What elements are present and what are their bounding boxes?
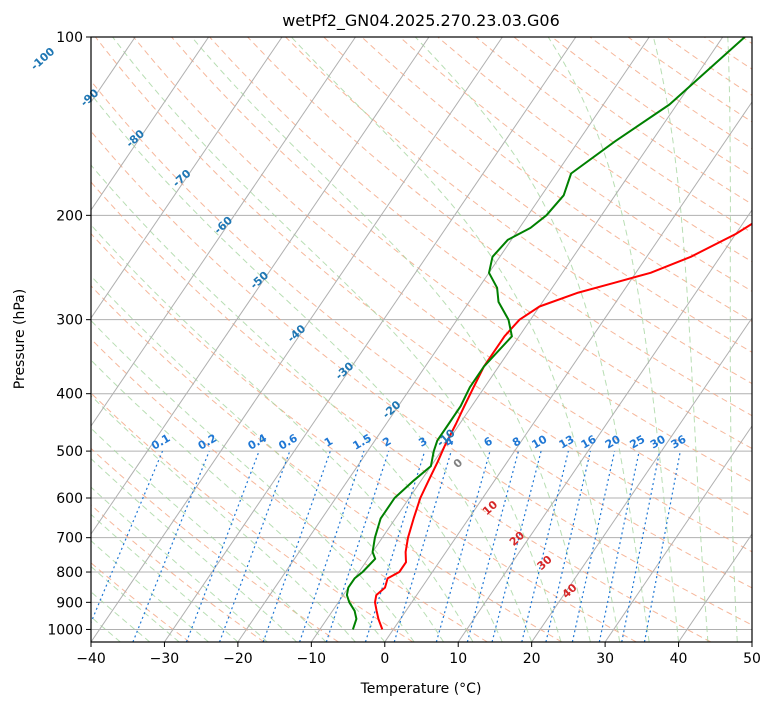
moist-adiabat: [191, 37, 591, 642]
moist-adiabat: [414, 37, 650, 642]
moist-adiabat: [91, 427, 327, 642]
moist-adiabat: [91, 540, 209, 642]
isotherm-line: [237, 37, 650, 642]
plot-frame: [90, 36, 753, 643]
x-tick-label: 0: [380, 651, 389, 667]
y-tick-label: 200: [56, 208, 83, 224]
dry-adiabat: [399, 37, 752, 292]
y-tick-label: 500: [56, 444, 83, 460]
dry-adiabat: [133, 37, 752, 518]
dry-adiabat: [171, 37, 752, 483]
x-tick-label: −10: [297, 651, 327, 667]
mixing-ratio-line: [393, 450, 452, 642]
dry-adiabat: [91, 447, 339, 642]
dewpoint-profile: [345, 37, 746, 630]
mixing-ratio-line: [262, 450, 331, 642]
x-tick-label: −40: [76, 651, 106, 667]
dry-adiabat: [91, 130, 752, 626]
moist-adiabat: [91, 93, 533, 642]
x-tick-label: 40: [670, 651, 688, 667]
dry-adiabat: [91, 232, 637, 642]
isotherm-line: [164, 37, 577, 642]
y-tick-label: 700: [56, 531, 83, 547]
isotherm-line: [91, 37, 283, 319]
isotherm-line: [457, 209, 752, 642]
moist-adiabat: [727, 37, 738, 642]
x-tick-label: 30: [596, 651, 614, 667]
y-tick-label: 300: [56, 313, 83, 329]
mixing-ratio-line: [132, 450, 210, 642]
y-tick-label: 600: [56, 491, 83, 507]
dry-adiabat: [91, 181, 712, 642]
dry-adiabat: [209, 37, 752, 450]
chart-title: wetPf2_GN04.2025.270.23.03.G06: [282, 11, 560, 31]
background-lines: [91, 37, 752, 642]
isotherm-line: [678, 533, 752, 642]
moist-adiabat: [91, 486, 268, 642]
y-tick-label: 900: [56, 595, 83, 611]
y-tick-label: 400: [56, 387, 83, 403]
moist-adiabat: [290, 37, 621, 642]
dry-adiabat: [361, 37, 752, 323]
y-tick-label: 1000: [47, 622, 83, 638]
dry-adiabat: [91, 338, 488, 642]
isotherm-line: [91, 37, 210, 211]
x-axis: −40 −30 −20 −10 0 10 20 30 40 50: [76, 642, 761, 667]
dry-adiabat: [91, 504, 265, 642]
y-tick-label: 800: [56, 565, 83, 581]
x-tick-label: −30: [150, 651, 180, 667]
moist-adiabat: [91, 457, 297, 642]
moist-adiabat: [91, 224, 474, 642]
isotherm-line: [91, 37, 503, 642]
mixing-ratio-line: [219, 450, 291, 642]
moist-adiabat: [91, 513, 239, 642]
moist-adiabat: [112, 37, 562, 642]
moist-adiabat: [91, 275, 444, 642]
mixing-ratio-line: [435, 450, 491, 642]
mixing-ratio-line: [643, 450, 681, 642]
dry-adiabat: [91, 285, 563, 642]
y-tick-label: 100: [56, 30, 83, 46]
moist-adiabat: [547, 37, 680, 642]
isotherm-line: [91, 37, 356, 427]
moist-adiabat: [91, 164, 503, 642]
isotherm-line: [310, 37, 724, 642]
mixing-ratio-line: [185, 450, 260, 642]
x-axis-title: Temperature (°C): [360, 681, 482, 697]
isotherm-line: [531, 317, 752, 642]
x-tick-label: −20: [223, 651, 253, 667]
moist-adiabat: [652, 37, 709, 642]
temperature-profile: [374, 222, 752, 630]
x-tick-label: 20: [523, 651, 541, 667]
y-axis: 100 200 300 400 500 600 700 800 900 1000: [47, 30, 91, 638]
mixing-ratio-line: [299, 450, 365, 642]
moist-adiabat: [91, 565, 180, 642]
isotherm-line: [91, 37, 430, 535]
x-tick-label: 50: [743, 651, 761, 667]
y-axis-title: Pressure (hPa): [12, 289, 28, 389]
mixing-ratio-line: [364, 450, 426, 642]
isotherm-line: [604, 425, 752, 642]
dry-adiabat: [323, 37, 752, 353]
isotherm-line: [384, 101, 752, 642]
mixing-ratio-line: [325, 450, 390, 642]
x-tick-label: 10: [449, 651, 467, 667]
profile-series: [345, 37, 752, 630]
